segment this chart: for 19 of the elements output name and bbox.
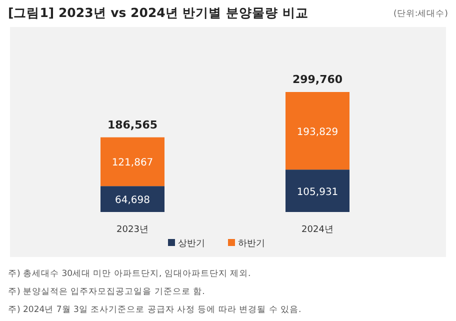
x-tick-label: 2024년 (302, 225, 334, 235)
chart-subtitle: (단위:세대수) (394, 9, 448, 19)
text: 주) 분양실적은 입주자모집공고일을 기준으로 함. (8, 287, 205, 297)
data-label: 105,931 (296, 186, 338, 198)
legend-label: 상반기 (178, 239, 205, 249)
data-label: 121,867 (112, 158, 154, 169)
total-label: 186,565 (107, 118, 158, 132)
bar (286, 170, 350, 212)
bar (100, 186, 164, 212)
bar (286, 92, 350, 170)
x-tick-label: 2023년 (116, 225, 148, 235)
bar (100, 137, 164, 186)
legend-label: 하반기 (238, 239, 265, 249)
text: 주) 총세대수 30세대 미만 아파트단지, 임대아파트단지 제외. (8, 269, 251, 279)
total-label: 299,760 (292, 73, 343, 86)
data-label: 64,698 (115, 195, 150, 206)
chart-title: [그림1] 2023년 vs 2024년 반기별 분양물량 비교 (8, 5, 308, 20)
text: 주) 2024년 7월 3일 조사기준으로 공급자 사정 등에 따라 변경될 수 있음. (8, 305, 302, 315)
data-label: 193,829 (296, 126, 338, 138)
